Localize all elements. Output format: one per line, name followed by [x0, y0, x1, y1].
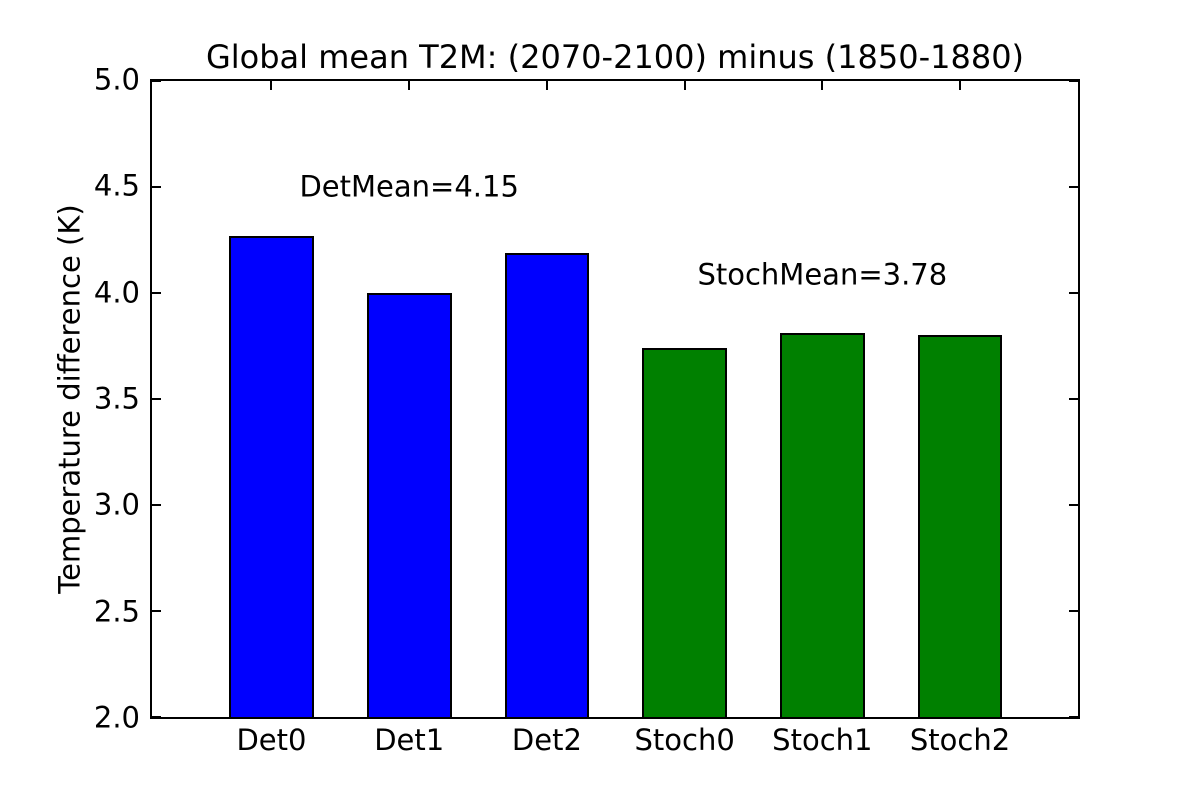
bar-stoch0 [642, 348, 727, 717]
x-tick-mark [408, 81, 411, 90]
y-tick-mark [1069, 610, 1078, 612]
x-tick-label: Stoch1 [772, 723, 873, 757]
y-tick-label: 3.5 [93, 381, 140, 416]
y-tick-mark [152, 610, 161, 612]
y-tick-label: 4.0 [93, 275, 140, 310]
x-tick-label: Stoch0 [634, 723, 735, 757]
x-tick-label: Det1 [374, 723, 445, 757]
x-tick-label: Det0 [236, 723, 307, 757]
y-tick-mark [1069, 716, 1078, 718]
y-tick-label: 2.5 [93, 594, 140, 629]
plot-area: DetMean=4.15 StochMean=3.78 [150, 79, 1080, 719]
bar-det0 [229, 235, 314, 717]
y-tick-mark [152, 716, 161, 718]
y-tick-mark [152, 291, 161, 294]
x-tick-mark [270, 81, 273, 90]
y-tick-mark [1069, 185, 1078, 188]
y-tick-mark [152, 80, 161, 82]
x-tick-mark [683, 81, 686, 90]
annotation-detmean: DetMean=4.15 [299, 169, 519, 204]
bar-stoch2 [917, 335, 1003, 717]
y-tick-mark [1069, 398, 1078, 400]
y-tick-mark [152, 185, 161, 188]
y-tick-label: 2.0 [93, 700, 140, 735]
x-tick-mark [959, 81, 962, 90]
y-tick-mark [152, 503, 161, 506]
y-tick-label: 3.0 [93, 487, 140, 522]
y-tick-label: 4.5 [93, 168, 140, 203]
y-axis-label: Temperature difference (K) [52, 204, 87, 594]
x-tick-mark [821, 81, 824, 90]
bar-det1 [366, 293, 452, 717]
x-tick-mark [545, 81, 548, 90]
chart-title: Global mean T2M: (2070-2100) minus (1850… [205, 38, 1025, 76]
x-tick-label: Stoch2 [909, 723, 1011, 757]
x-tick-label: Det2 [511, 723, 582, 757]
bar-det2 [504, 252, 590, 717]
y-tick-label: 5.0 [93, 62, 140, 97]
annotation-stochmean: StochMean=3.78 [697, 257, 948, 292]
y-tick-mark [1069, 291, 1078, 294]
y-tick-mark [1069, 503, 1078, 506]
y-tick-mark [1069, 80, 1078, 82]
bar-stoch1 [780, 333, 865, 717]
y-tick-mark [152, 398, 161, 400]
